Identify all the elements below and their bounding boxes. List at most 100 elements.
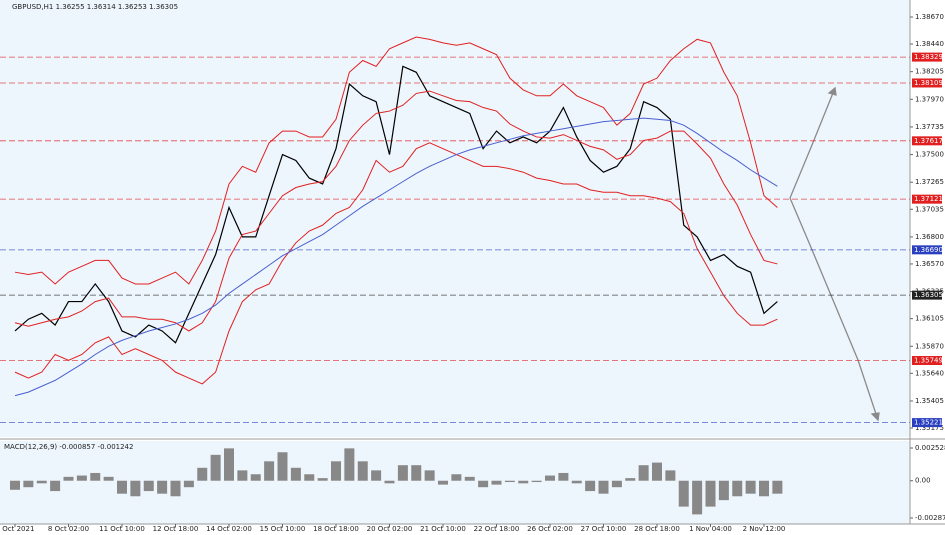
y-tick-label: 1.37500 bbox=[915, 151, 944, 159]
macd-bar bbox=[759, 480, 769, 497]
macd-bar bbox=[518, 480, 529, 484]
macd-bar bbox=[478, 480, 489, 488]
x-tick-label: 26 Oct 02:00 bbox=[527, 525, 573, 533]
macd-bar bbox=[652, 462, 662, 481]
level-label: 1.35221 bbox=[914, 419, 943, 427]
series-line bbox=[14, 36, 778, 285]
y-tick-label: 1.36800 bbox=[915, 233, 944, 241]
series-line bbox=[14, 65, 778, 344]
macd-bar bbox=[531, 480, 542, 483]
x-tick-label: 11 Oct 10:00 bbox=[99, 525, 145, 533]
arrow bbox=[789, 197, 879, 421]
y-tick-label: 1.35870 bbox=[915, 342, 944, 350]
y-tick-label: -0.002879 bbox=[915, 514, 945, 522]
macd-bar bbox=[692, 480, 703, 515]
y-tick-label: 1.38440 bbox=[915, 40, 944, 48]
level-label-box bbox=[912, 245, 942, 255]
macd-bar bbox=[117, 480, 127, 494]
arrow bbox=[789, 87, 836, 199]
macd-bar bbox=[50, 480, 61, 492]
macd-bar bbox=[210, 454, 221, 481]
x-tick-label: 20 Oct 02:00 bbox=[367, 525, 413, 533]
x-tick-label: 27 Oct 10:00 bbox=[581, 525, 627, 533]
y-tick-label: 1.38670 bbox=[915, 13, 944, 21]
level-label-box bbox=[912, 356, 942, 366]
macd-bar bbox=[250, 474, 261, 481]
macd-bar bbox=[772, 480, 783, 494]
x-tick-label: 28 Oct 18:00 bbox=[634, 525, 680, 533]
series-line bbox=[14, 117, 778, 397]
level-label-box bbox=[912, 52, 942, 62]
macd-bar bbox=[438, 480, 448, 485]
macd-bar bbox=[504, 480, 515, 483]
macd-bar bbox=[558, 472, 569, 481]
macd-bar bbox=[290, 467, 301, 481]
x-tick-label: 22 Oct 18:00 bbox=[474, 525, 520, 533]
level-label: 1.37617 bbox=[914, 137, 943, 145]
macd-bar bbox=[451, 474, 462, 481]
y-tick-label: 1.35640 bbox=[915, 369, 944, 377]
level-label-box bbox=[912, 194, 942, 204]
x-tick-label: 15 Oct 10:00 bbox=[260, 525, 306, 533]
level-label: 1.38109 bbox=[914, 79, 943, 87]
y-tick-label: 1.37735 bbox=[915, 123, 944, 131]
level-label: 1.37121 bbox=[914, 195, 943, 203]
macd-bar bbox=[491, 480, 502, 485]
macd-bar bbox=[197, 467, 208, 481]
projection-arrows bbox=[789, 86, 880, 422]
macd-bar bbox=[103, 476, 114, 481]
y-tick-label: 1.36570 bbox=[915, 260, 944, 268]
price-panel bbox=[0, 0, 910, 437]
macd-bar bbox=[157, 480, 168, 494]
macd-bar bbox=[264, 461, 275, 481]
macd-bar bbox=[371, 470, 382, 481]
macd-bar bbox=[678, 480, 689, 507]
arrow-head bbox=[827, 86, 837, 96]
level-label: 1.35749 bbox=[914, 357, 943, 365]
macd-bar bbox=[317, 478, 328, 481]
macd-bar bbox=[63, 476, 74, 481]
macd-bar bbox=[638, 465, 649, 481]
arrow-head bbox=[870, 412, 880, 422]
x-tick-label: 8 Oct 02:00 bbox=[48, 525, 89, 533]
level-label-box bbox=[912, 290, 942, 300]
macd-bar bbox=[344, 448, 355, 481]
x-tick-label: 14 Oct 02:00 bbox=[206, 525, 252, 533]
macd-bar bbox=[598, 480, 609, 494]
level-label-box bbox=[912, 136, 942, 146]
macd-bar bbox=[183, 480, 194, 488]
y-tick-label: 1.37035 bbox=[915, 205, 944, 213]
macd-bar bbox=[464, 476, 475, 481]
level-label: 1.36690 bbox=[914, 246, 943, 254]
x-tick-label: 18 Oct 18:00 bbox=[313, 525, 359, 533]
macd-bar bbox=[424, 470, 435, 481]
x-tick-label: 6 Oct 2021 bbox=[0, 525, 34, 533]
macd-bar bbox=[23, 480, 34, 488]
macd-bar bbox=[357, 461, 368, 481]
chart-header: GBPUSD,H1 1.36255 1.36314 1.36253 1.3630… bbox=[12, 3, 178, 11]
y-tick-label: 1.37265 bbox=[915, 178, 944, 186]
series-line bbox=[14, 142, 778, 385]
macd-bar bbox=[170, 480, 181, 497]
y-tick-label: 1.38205 bbox=[915, 68, 944, 76]
x-tick-label: 12 Oct 18:00 bbox=[153, 525, 199, 533]
y-tick-label: 1.37970 bbox=[915, 95, 944, 103]
macd-bar bbox=[331, 461, 341, 481]
macd-bar bbox=[705, 480, 716, 507]
macd-bar bbox=[384, 480, 395, 484]
x-tick-label: 21 Oct 10:00 bbox=[420, 525, 466, 533]
level-label: 1.36305 bbox=[914, 291, 943, 299]
y-tick-label: 1.35175 bbox=[915, 424, 944, 432]
macd-bar bbox=[397, 465, 408, 481]
macd-bar bbox=[732, 480, 743, 497]
macd-bar bbox=[585, 480, 596, 492]
y-tick-label: 0.002528 bbox=[915, 444, 945, 452]
macd-bar bbox=[224, 448, 234, 481]
macd-bar bbox=[10, 480, 20, 490]
macd-bar bbox=[304, 474, 315, 481]
x-tick-label: 1 Nov 04:00 bbox=[689, 525, 732, 533]
macd-bar bbox=[277, 452, 288, 481]
x-tick-label: 2 Nov 12:00 bbox=[743, 525, 786, 533]
